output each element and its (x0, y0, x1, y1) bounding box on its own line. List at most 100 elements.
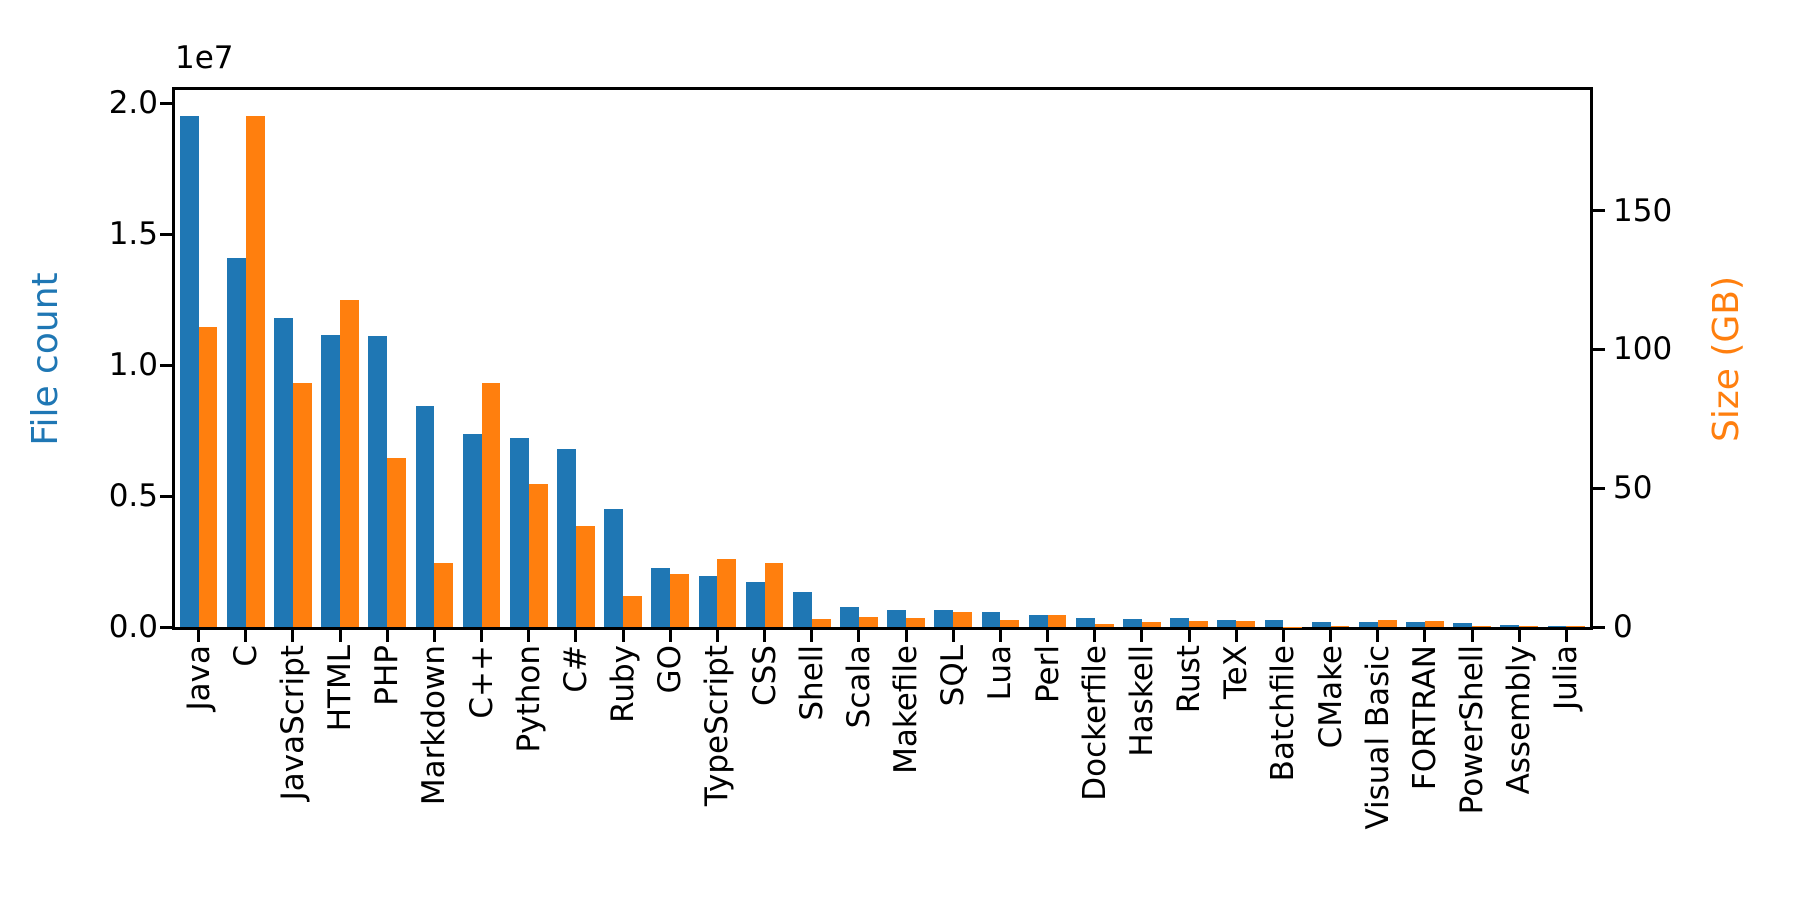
x-tick-python (527, 630, 530, 642)
x-tick-c (244, 630, 247, 642)
bar-file-count-sql (934, 610, 953, 627)
bar-size-powershell (1472, 626, 1491, 627)
bar-file-count-assembly (1500, 625, 1519, 627)
bar-size-css (765, 563, 784, 627)
x-tick-c (574, 630, 577, 642)
bar-file-count-fortran (1406, 622, 1425, 627)
x-label-ruby: Ruby (603, 645, 643, 905)
x-label-c: C (226, 645, 266, 905)
x-label-visual-basic: Visual Basic (1358, 645, 1398, 905)
x-label-javascript: JavaScript (273, 645, 313, 905)
bar-file-count-cmake (1312, 622, 1331, 627)
x-tick-javascript (291, 630, 294, 642)
y-label-right-50: 50 (1613, 466, 1763, 510)
y-label-right-150: 150 (1613, 189, 1763, 233)
y-tick-left-2.0 (160, 102, 172, 105)
bar-size-dockerfile (1095, 624, 1114, 627)
x-label-c: C# (556, 645, 596, 905)
x-tick-lua (999, 630, 1002, 642)
y-tick-left-1.0 (160, 364, 172, 367)
bar-size-tex (1236, 621, 1255, 627)
x-label-shell: Shell (792, 645, 832, 905)
x-label-makefile: Makefile (886, 645, 926, 905)
x-label-sql: SQL (933, 645, 973, 905)
x-label-typescript: TypeScript (697, 645, 737, 905)
bar-size-sql (953, 612, 972, 627)
x-label-markdown: Markdown (414, 645, 454, 905)
bar-file-count-shell (793, 592, 812, 627)
x-label-c: C++ (462, 645, 502, 905)
bar-file-count-rust (1170, 618, 1189, 627)
x-tick-css (763, 630, 766, 642)
y-label-left-1.5: 1.5 (8, 212, 158, 256)
x-tick-sql (952, 630, 955, 642)
x-tick-scala (857, 630, 860, 642)
x-label-fortran: FORTRAN (1405, 645, 1445, 905)
x-tick-fortran (1423, 630, 1426, 642)
bar-file-count-ruby (604, 509, 623, 627)
y-axis-offset-label: 1e7 (175, 40, 234, 76)
bar-file-count-batchfile (1265, 620, 1284, 627)
x-tick-powershell (1471, 630, 1474, 642)
bar-file-count-lua (982, 612, 1001, 627)
y-tick-left-0.5 (160, 495, 172, 498)
x-tick-typescript (716, 630, 719, 642)
x-tick-haskell (1140, 630, 1143, 642)
x-label-assembly: Assembly (1499, 645, 1539, 905)
bar-size-visual-basic (1378, 620, 1397, 627)
x-tick-makefile (905, 630, 908, 642)
bar-size-javascript (293, 383, 312, 627)
y-label-right-0: 0 (1613, 605, 1763, 649)
bar-size-fortran (1425, 621, 1444, 627)
bar-size-scala (859, 617, 878, 627)
bar-size-cmake (1331, 626, 1350, 627)
y-tick-right-0 (1593, 626, 1605, 629)
bar-size-julia (1566, 626, 1585, 627)
x-label-html: HTML (320, 645, 360, 905)
bar-size-python (529, 484, 548, 627)
bar-size-c (482, 383, 501, 627)
x-label-css: CSS (745, 645, 785, 905)
bar-size-markdown (434, 563, 453, 627)
bar-file-count-html (321, 335, 340, 627)
bar-file-count-perl (1029, 615, 1048, 627)
x-label-perl: Perl (1028, 645, 1068, 905)
bar-file-count-python (510, 438, 529, 627)
y-tick-right-50 (1593, 487, 1605, 490)
x-label-java: Java (179, 645, 219, 905)
bar-file-count-go (651, 568, 670, 627)
x-tick-dockerfile (1093, 630, 1096, 642)
x-tick-java (197, 630, 200, 642)
bar-file-count-julia (1548, 626, 1567, 627)
y-tick-left-1.5 (160, 233, 172, 236)
bar-file-count-javascript (274, 318, 293, 627)
bar-file-count-java (180, 116, 199, 627)
x-tick-batchfile (1282, 630, 1285, 642)
x-label-dockerfile: Dockerfile (1075, 645, 1115, 905)
bar-size-php (387, 458, 406, 627)
bar-size-makefile (906, 618, 925, 627)
x-label-php: PHP (367, 645, 407, 905)
bar-file-count-haskell (1123, 619, 1142, 627)
x-tick-shell (810, 630, 813, 642)
x-label-haskell: Haskell (1122, 645, 1162, 905)
bar-size-c (246, 116, 265, 627)
x-label-cmake: CMake (1311, 645, 1351, 905)
y-label-left-0.5: 0.5 (8, 474, 158, 518)
bar-file-count-scala (840, 607, 859, 627)
x-label-lua: Lua (980, 645, 1020, 905)
bar-size-shell (812, 619, 831, 627)
x-label-python: Python (509, 645, 549, 905)
bar-file-count-markdown (416, 406, 435, 627)
bar-size-html (340, 300, 359, 627)
bar-size-lua (1000, 620, 1019, 627)
x-label-rust: Rust (1169, 645, 1209, 905)
y-label-left-2.0: 2.0 (8, 81, 158, 125)
bar-file-count-tex (1217, 620, 1236, 627)
y-tick-right-150 (1593, 209, 1605, 212)
x-label-julia: Julia (1546, 645, 1586, 905)
bar-size-rust (1189, 621, 1208, 627)
bar-size-typescript (717, 559, 736, 627)
x-tick-assembly (1518, 630, 1521, 642)
x-tick-html (339, 630, 342, 642)
